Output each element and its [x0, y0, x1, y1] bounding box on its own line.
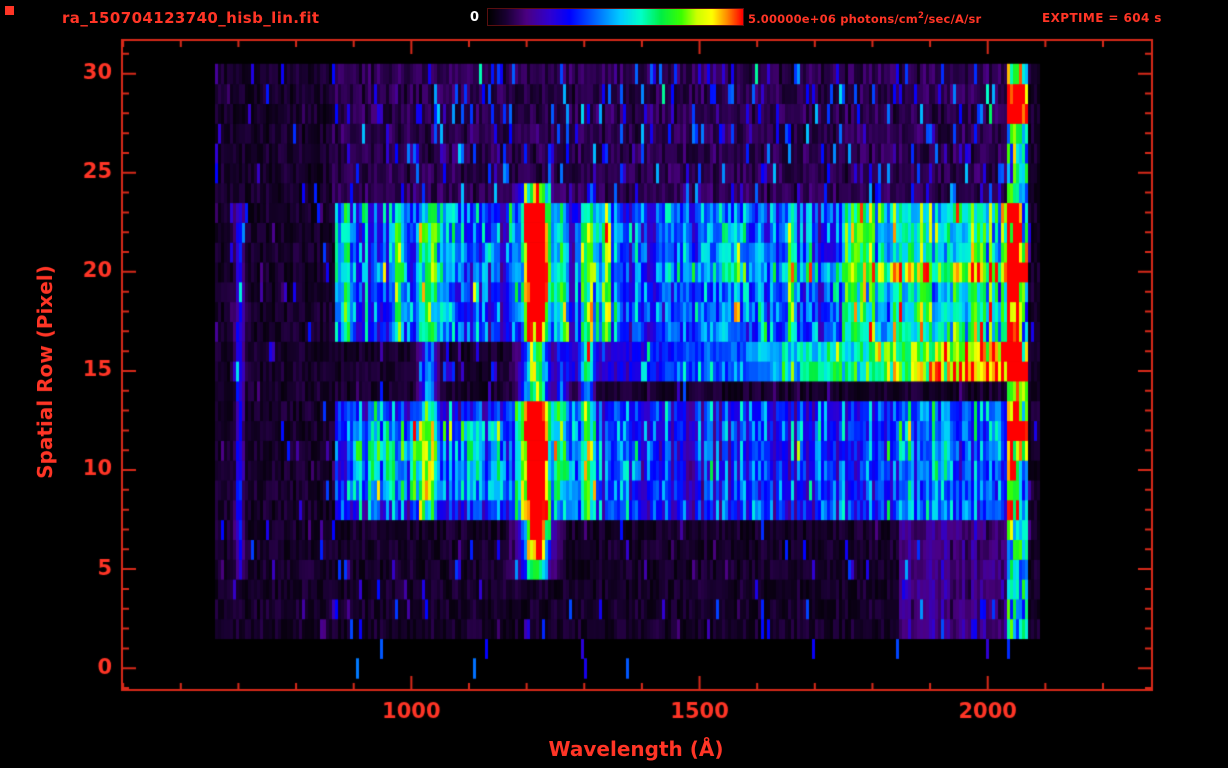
colorbar-max-units-suffix: /sec/A/sr: [924, 11, 982, 26]
y-axis-title: Spatial Row (Pixel): [33, 265, 57, 479]
colorbar-min-label: 0: [470, 10, 480, 25]
exptime-label: EXPTIME = 604 s: [1042, 11, 1162, 25]
x-axis-title: Wavelength (Å): [548, 737, 724, 761]
colorbar-max-superscript: 2: [917, 11, 925, 21]
colorbar: [487, 8, 744, 26]
colorbar-max-value: 5.00000e+06 photons/cm: [748, 11, 918, 26]
corner-marker: [5, 6, 14, 15]
filename-title: ra_150704123740_hisb_lin.fit: [62, 9, 320, 27]
colorbar-max-label: 5.00000e+06 photons/cm2/sec/A/sr: [748, 11, 981, 26]
